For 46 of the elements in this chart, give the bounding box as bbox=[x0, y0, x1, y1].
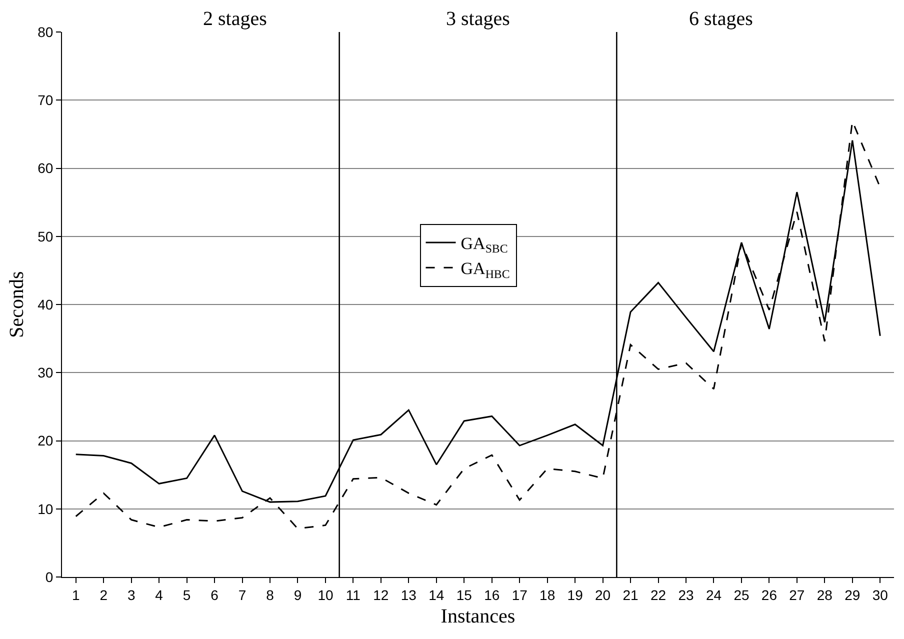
x-tick-label: 1 bbox=[72, 586, 80, 603]
y-tick-label: 0 bbox=[45, 568, 54, 585]
y-tick-label: 30 bbox=[38, 364, 54, 381]
x-tick-label: 4 bbox=[155, 586, 164, 603]
x-tick-label: 17 bbox=[512, 586, 528, 603]
x-tick-label: 29 bbox=[844, 586, 860, 603]
y-tick-label: 10 bbox=[38, 500, 54, 517]
x-tick-label: 12 bbox=[373, 586, 389, 603]
x-tick-label: 23 bbox=[678, 586, 694, 603]
x-tick-label: 22 bbox=[650, 586, 666, 603]
x-axis-title: Instances bbox=[440, 605, 516, 628]
y-tick-label: 50 bbox=[38, 228, 54, 244]
y-tick-label: 20 bbox=[38, 432, 54, 449]
y-tick-label: 40 bbox=[38, 296, 54, 312]
y-tick-label: 80 bbox=[38, 24, 54, 40]
text: 6 stages bbox=[689, 8, 754, 30]
x-tick-label: 27 bbox=[789, 586, 805, 603]
x-tick-label: 10 bbox=[318, 586, 334, 603]
x-tick-label: 6 bbox=[210, 586, 219, 603]
y-axis-title: Seconds bbox=[6, 270, 28, 338]
x-tick-label: 25 bbox=[734, 586, 750, 603]
x-tick-label: 19 bbox=[567, 586, 584, 603]
legend-label: GA$_{SBC}$ bbox=[460, 234, 508, 256]
x-tick-label: 28 bbox=[816, 586, 833, 603]
x-tick-label: 13 bbox=[400, 586, 417, 603]
x-tick-label: 14 bbox=[428, 586, 444, 603]
y-tick-label: 60 bbox=[38, 160, 54, 176]
legend-label: GA$_{HBC}$ bbox=[460, 259, 510, 281]
x-tick-label: 20 bbox=[595, 586, 611, 603]
x-tick-label: 18 bbox=[540, 586, 556, 603]
text: 3 stages bbox=[446, 8, 510, 30]
x-tick-label: 2 bbox=[100, 586, 108, 603]
x-tick-label: 11 bbox=[346, 586, 361, 603]
x-tick-label: 21 bbox=[622, 586, 639, 603]
x-tick-label: 24 bbox=[706, 586, 722, 603]
y-tick-label: 70 bbox=[38, 92, 54, 108]
x-tick-label: 3 bbox=[127, 586, 136, 603]
text: 2 stages bbox=[203, 8, 268, 30]
x-tick-label: 15 bbox=[456, 586, 472, 603]
x-tick-label: 26 bbox=[761, 586, 778, 603]
x-tick-label: 5 bbox=[182, 586, 191, 603]
x-tick-label: 30 bbox=[872, 586, 888, 603]
x-tick-label: 16 bbox=[484, 586, 500, 603]
x-tick-label: 7 bbox=[238, 586, 246, 603]
x-tick-label: 8 bbox=[266, 586, 274, 603]
x-tick-label: 9 bbox=[294, 586, 302, 603]
